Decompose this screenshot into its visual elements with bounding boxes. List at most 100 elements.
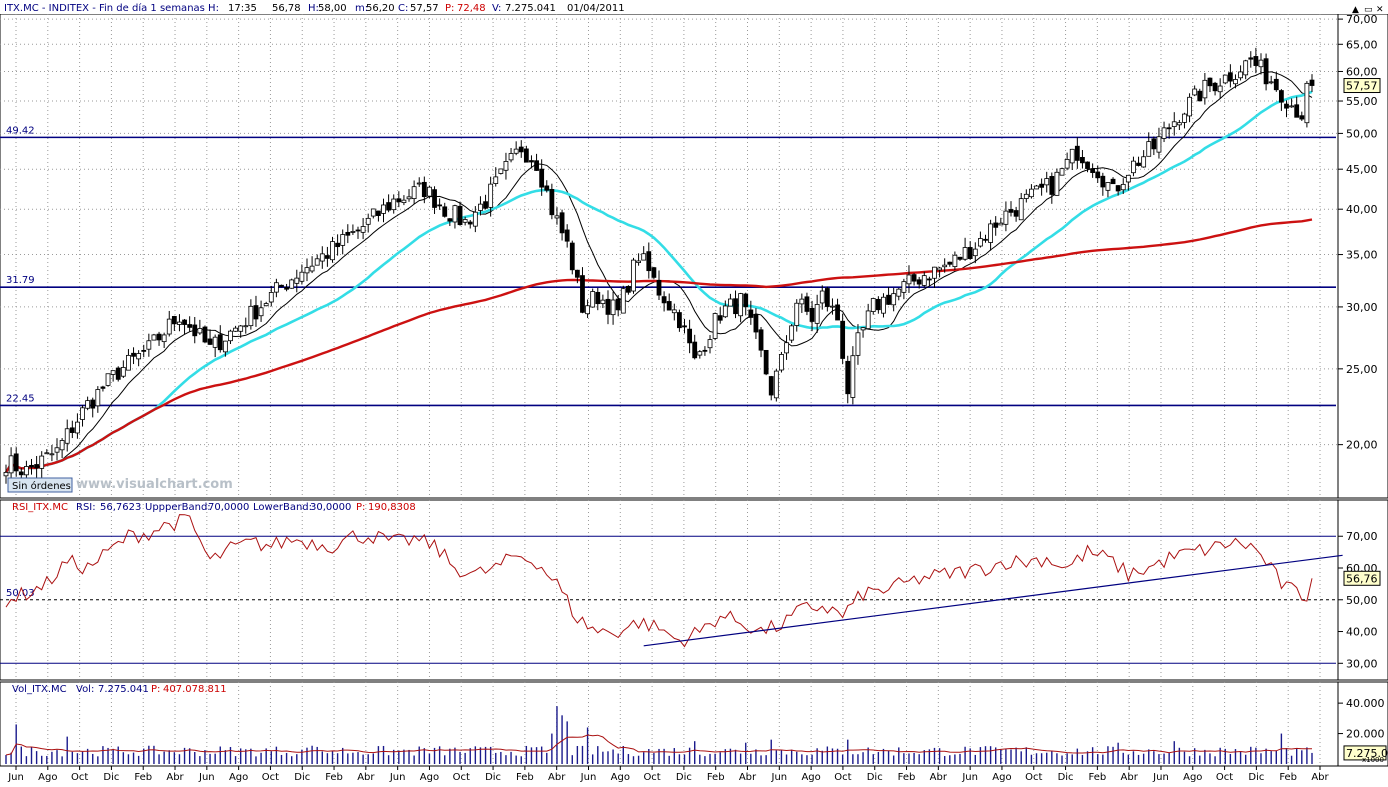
candle[interactable] [95,389,101,407]
candle[interactable] [1029,188,1034,198]
candle[interactable] [1268,81,1274,84]
candle[interactable] [381,204,386,214]
candle[interactable] [1243,60,1249,76]
candle[interactable] [513,148,519,154]
candle[interactable] [529,160,534,163]
candle[interactable] [743,293,749,308]
candle[interactable] [881,296,886,314]
candle[interactable] [631,259,636,292]
candle[interactable] [243,325,249,328]
candle[interactable] [595,291,601,305]
candle[interactable] [478,203,483,211]
candle[interactable] [544,185,550,191]
restore-icon[interactable]: ▭ [1364,5,1373,15]
candle[interactable] [779,354,784,371]
candle[interactable] [845,360,851,395]
candle[interactable] [753,314,759,333]
candle[interactable] [1023,193,1029,199]
candle[interactable] [559,212,565,234]
candle[interactable] [615,298,621,311]
candle[interactable] [789,325,795,341]
candle[interactable] [534,160,539,171]
candle[interactable] [69,427,75,433]
candle[interactable] [768,376,774,396]
candle[interactable] [926,278,932,281]
candle[interactable] [620,288,626,314]
candle[interactable] [717,315,723,321]
candle[interactable] [212,336,218,348]
candle[interactable] [666,301,672,311]
candle[interactable] [248,305,254,327]
candle[interactable] [447,218,453,222]
candle[interactable] [1095,171,1101,179]
candle[interactable] [625,285,631,293]
candle[interactable] [309,265,315,272]
candle[interactable] [605,298,611,315]
candle[interactable] [279,284,284,287]
candle[interactable] [641,253,647,261]
candle[interactable] [1166,127,1172,130]
candle[interactable] [1003,210,1009,225]
candle[interactable] [161,334,167,343]
candle[interactable] [952,254,958,268]
candle[interactable] [457,205,463,226]
candle[interactable] [830,305,835,308]
candle[interactable] [1013,210,1019,217]
candle[interactable] [24,466,29,476]
candle[interactable] [1136,162,1141,166]
candle[interactable] [335,242,341,248]
candle[interactable] [1207,77,1213,87]
candle[interactable] [1100,175,1106,188]
candle[interactable] [483,201,488,209]
candle[interactable] [182,319,187,325]
candle[interactable] [651,267,657,278]
candle[interactable] [330,241,335,261]
candle[interactable] [1238,71,1243,79]
candle[interactable] [916,279,922,285]
candle[interactable] [350,231,356,233]
candle[interactable] [1309,79,1315,86]
candle[interactable] [707,339,713,349]
candle[interactable] [773,370,779,399]
candle[interactable] [932,266,937,279]
candle[interactable] [1202,79,1208,99]
candle[interactable] [574,269,580,278]
candle[interactable] [29,464,34,468]
candle[interactable] [1034,185,1039,190]
candle[interactable] [202,326,208,343]
candle[interactable] [187,324,193,328]
candle[interactable] [126,354,131,371]
candle[interactable] [90,399,96,409]
candle[interactable] [1217,85,1223,93]
candle[interactable] [1233,79,1238,85]
candle[interactable] [141,349,147,352]
candle[interactable] [1289,105,1294,108]
candle[interactable] [549,189,555,216]
candle[interactable] [1085,161,1090,169]
collapse-icon[interactable]: ▲ [1352,5,1359,15]
candle[interactable] [697,351,703,356]
candle[interactable] [146,340,152,350]
candle[interactable] [401,199,407,203]
ma-mid-line[interactable] [4,90,1313,474]
candle[interactable] [110,370,116,375]
candle[interactable] [809,307,815,322]
candle[interactable] [340,234,346,246]
candle[interactable] [957,256,963,260]
candle[interactable] [18,471,24,476]
candle[interactable] [554,215,560,219]
candle[interactable] [814,304,820,324]
candle[interactable] [396,198,402,203]
candle[interactable] [590,291,596,308]
candle[interactable] [258,307,264,317]
candle[interactable] [804,296,810,312]
candle[interactable] [967,247,973,259]
candle[interactable] [13,453,19,472]
candle[interactable] [610,299,616,316]
candle[interactable] [1197,90,1203,102]
candle[interactable] [1258,59,1264,68]
candle[interactable] [1080,157,1085,164]
candle[interactable] [569,242,575,271]
candle[interactable] [748,309,754,318]
candle[interactable] [921,275,927,286]
